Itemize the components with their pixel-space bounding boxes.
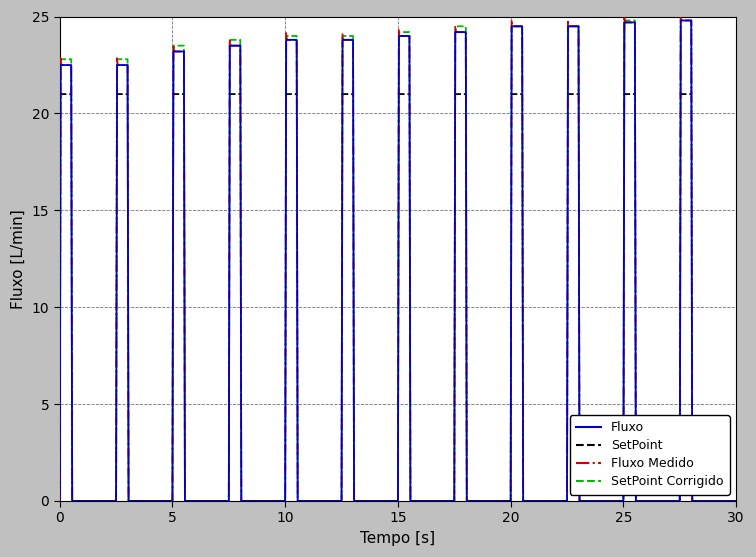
Fluxo <box>515 23 524 30</box>
SetPoint Corrigido <box>312 497 321 504</box>
Fluxo <box>732 497 741 504</box>
Fluxo <box>55 497 64 504</box>
Fluxo Medido <box>676 11 685 17</box>
SetPoint Corrigido <box>471 497 480 504</box>
Fluxo <box>688 497 697 504</box>
SetPoint Corrigido <box>688 497 697 504</box>
Fluxo <box>312 497 321 504</box>
Y-axis label: Fluxo [L/min]: Fluxo [L/min] <box>11 209 26 309</box>
SetPoint Corrigido <box>55 497 64 504</box>
Line: Fluxo: Fluxo <box>60 21 736 501</box>
SetPoint Corrigido <box>676 13 685 20</box>
Legend: Fluxo, SetPoint, Fluxo Medido, SetPoint Corrigido: Fluxo, SetPoint, Fluxo Medido, SetPoint … <box>570 415 730 495</box>
Fluxo <box>662 497 671 504</box>
Fluxo Medido <box>532 497 541 504</box>
Fluxo Medido <box>732 497 741 504</box>
Fluxo Medido <box>267 497 276 504</box>
Fluxo Medido <box>688 497 697 504</box>
SetPoint <box>516 91 525 97</box>
Fluxo <box>676 17 685 24</box>
SetPoint Corrigido <box>732 497 741 504</box>
X-axis label: Tempo [s]: Tempo [s] <box>361 531 435 546</box>
Fluxo Medido <box>471 497 480 504</box>
SetPoint Corrigido <box>515 23 524 30</box>
Fluxo Medido <box>312 497 321 504</box>
Fluxo Medido <box>662 497 671 504</box>
Line: SetPoint Corrigido: SetPoint Corrigido <box>60 17 736 501</box>
Line: Fluxo Medido: Fluxo Medido <box>60 14 736 501</box>
Fluxo <box>532 497 541 504</box>
SetPoint Corrigido <box>532 497 541 504</box>
SetPoint Corrigido <box>267 497 276 504</box>
Fluxo Medido <box>515 23 524 30</box>
SetPoint <box>55 91 64 97</box>
Fluxo <box>267 497 276 504</box>
SetPoint Corrigido <box>662 497 671 504</box>
Fluxo <box>471 497 480 504</box>
Fluxo Medido <box>55 497 64 504</box>
